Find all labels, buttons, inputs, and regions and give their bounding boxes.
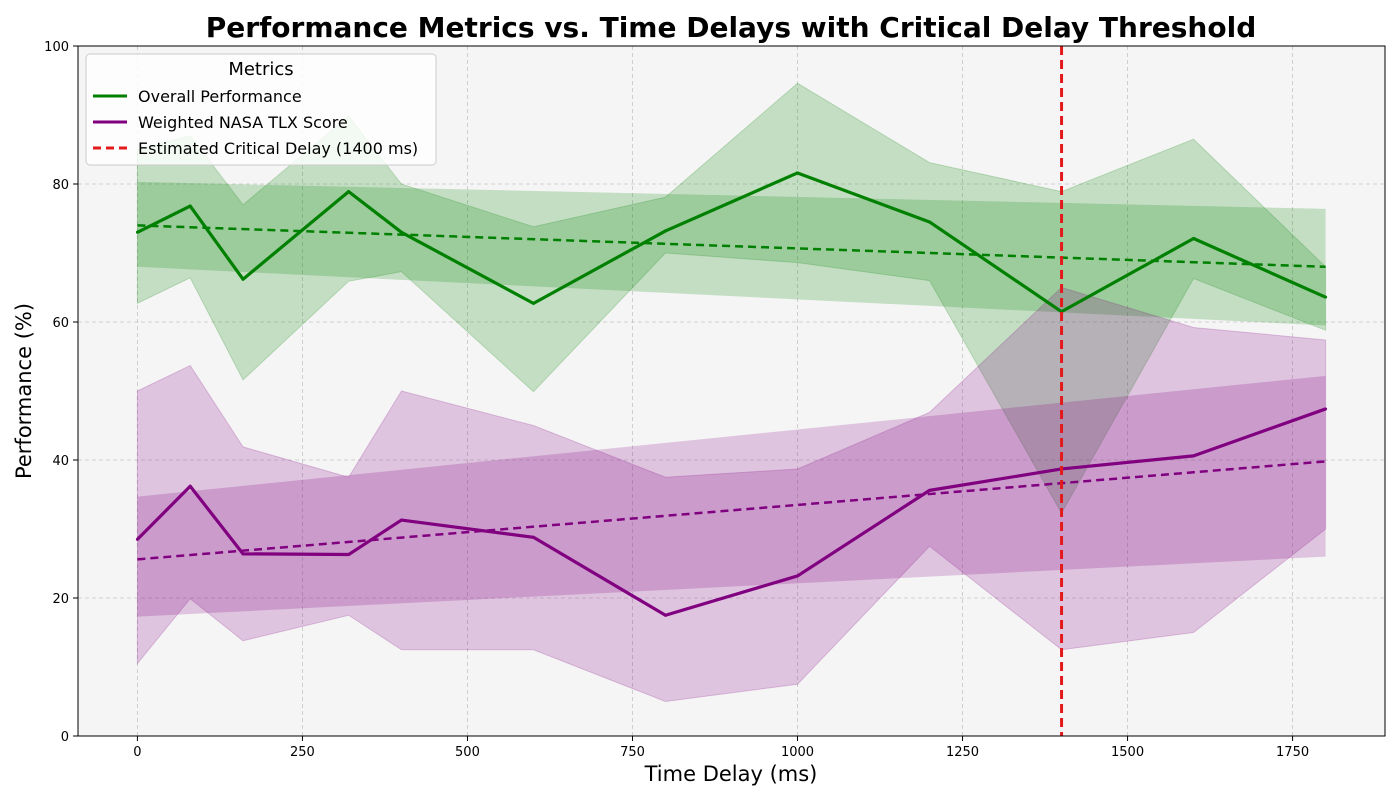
- y-tick-label: 40: [52, 454, 69, 469]
- legend-box: [85, 53, 437, 166]
- range-band-series-1: [136, 286, 1327, 703]
- data-point-series-1: [135, 537, 139, 541]
- x-tick-label: 1000: [781, 745, 814, 760]
- y-tick-label: 0: [61, 730, 69, 745]
- data-point-series-0: [928, 220, 932, 224]
- plot-frame: [77, 45, 1386, 737]
- x-tick-label: 1250: [946, 745, 979, 760]
- legend-label-critical-delay: Estimated Critical Delay (1400 ms): [138, 139, 418, 158]
- chart-title: Performance Metrics vs. Time Delays with…: [206, 11, 1256, 44]
- axis-ticks: 0 250 500 750 1000 1250 1500 1750 0 20 40 60 80 100: [44, 40, 1309, 760]
- series-line-0: [136, 171, 1327, 314]
- series-line-1: [136, 407, 1327, 617]
- data-point-series-0: [399, 230, 403, 234]
- trend-line-series-1: [137, 460, 1326, 561]
- range-band-series-0: [136, 82, 1327, 515]
- legend-label-overall-performance: Overall Performance: [138, 87, 302, 106]
- data-point-series-0: [347, 190, 351, 194]
- data-point-series-1: [241, 552, 245, 556]
- trend-band-series-1: [137, 375, 1326, 617]
- x-tick-label: 750: [620, 745, 645, 760]
- data-point-series-0: [135, 230, 139, 234]
- data-point-series-1: [1192, 454, 1196, 458]
- data-point-series-0: [1192, 237, 1196, 241]
- data-point-series-0: [796, 171, 800, 175]
- legend-label-nasa-tlx: Weighted NASA TLX Score: [138, 113, 348, 132]
- data-point-series-0: [663, 229, 667, 233]
- legend-title: Metrics: [228, 59, 293, 80]
- data-point-series-1: [531, 535, 535, 539]
- variance-bands: [136, 82, 1327, 703]
- data-point-series-1: [663, 613, 667, 617]
- x-tick-label: 250: [290, 745, 315, 760]
- y-axis-label: Performance (%): [12, 303, 36, 479]
- x-axis-label: Time Delay (ms): [644, 762, 818, 786]
- y-tick-label: 100: [44, 40, 69, 55]
- trend-line-series-0: [137, 224, 1326, 269]
- y-tick-label: 20: [52, 592, 69, 607]
- x-tick-label: 1500: [1111, 745, 1144, 760]
- data-point-series-1: [399, 518, 403, 522]
- y-tick-label: 60: [52, 316, 69, 331]
- series-lines: [135, 46, 1328, 736]
- data-point-series-1: [188, 484, 192, 488]
- data-point-series-0: [531, 301, 535, 305]
- data-point-series-0: [1324, 295, 1328, 299]
- data-point-series-1: [928, 488, 932, 492]
- x-tick-label: 500: [455, 745, 480, 760]
- data-point-series-0: [188, 204, 192, 208]
- data-point-series-1: [347, 553, 351, 557]
- y-tick-label: 80: [52, 178, 69, 193]
- data-point-series-1: [796, 574, 800, 578]
- data-point-series-1: [1324, 407, 1328, 411]
- data-point-series-0: [241, 277, 245, 281]
- x-tick-label: 0: [133, 745, 141, 760]
- legend: Metrics Overall Performance Weighted NAS…: [85, 53, 437, 166]
- x-tick-label: 1750: [1276, 745, 1309, 760]
